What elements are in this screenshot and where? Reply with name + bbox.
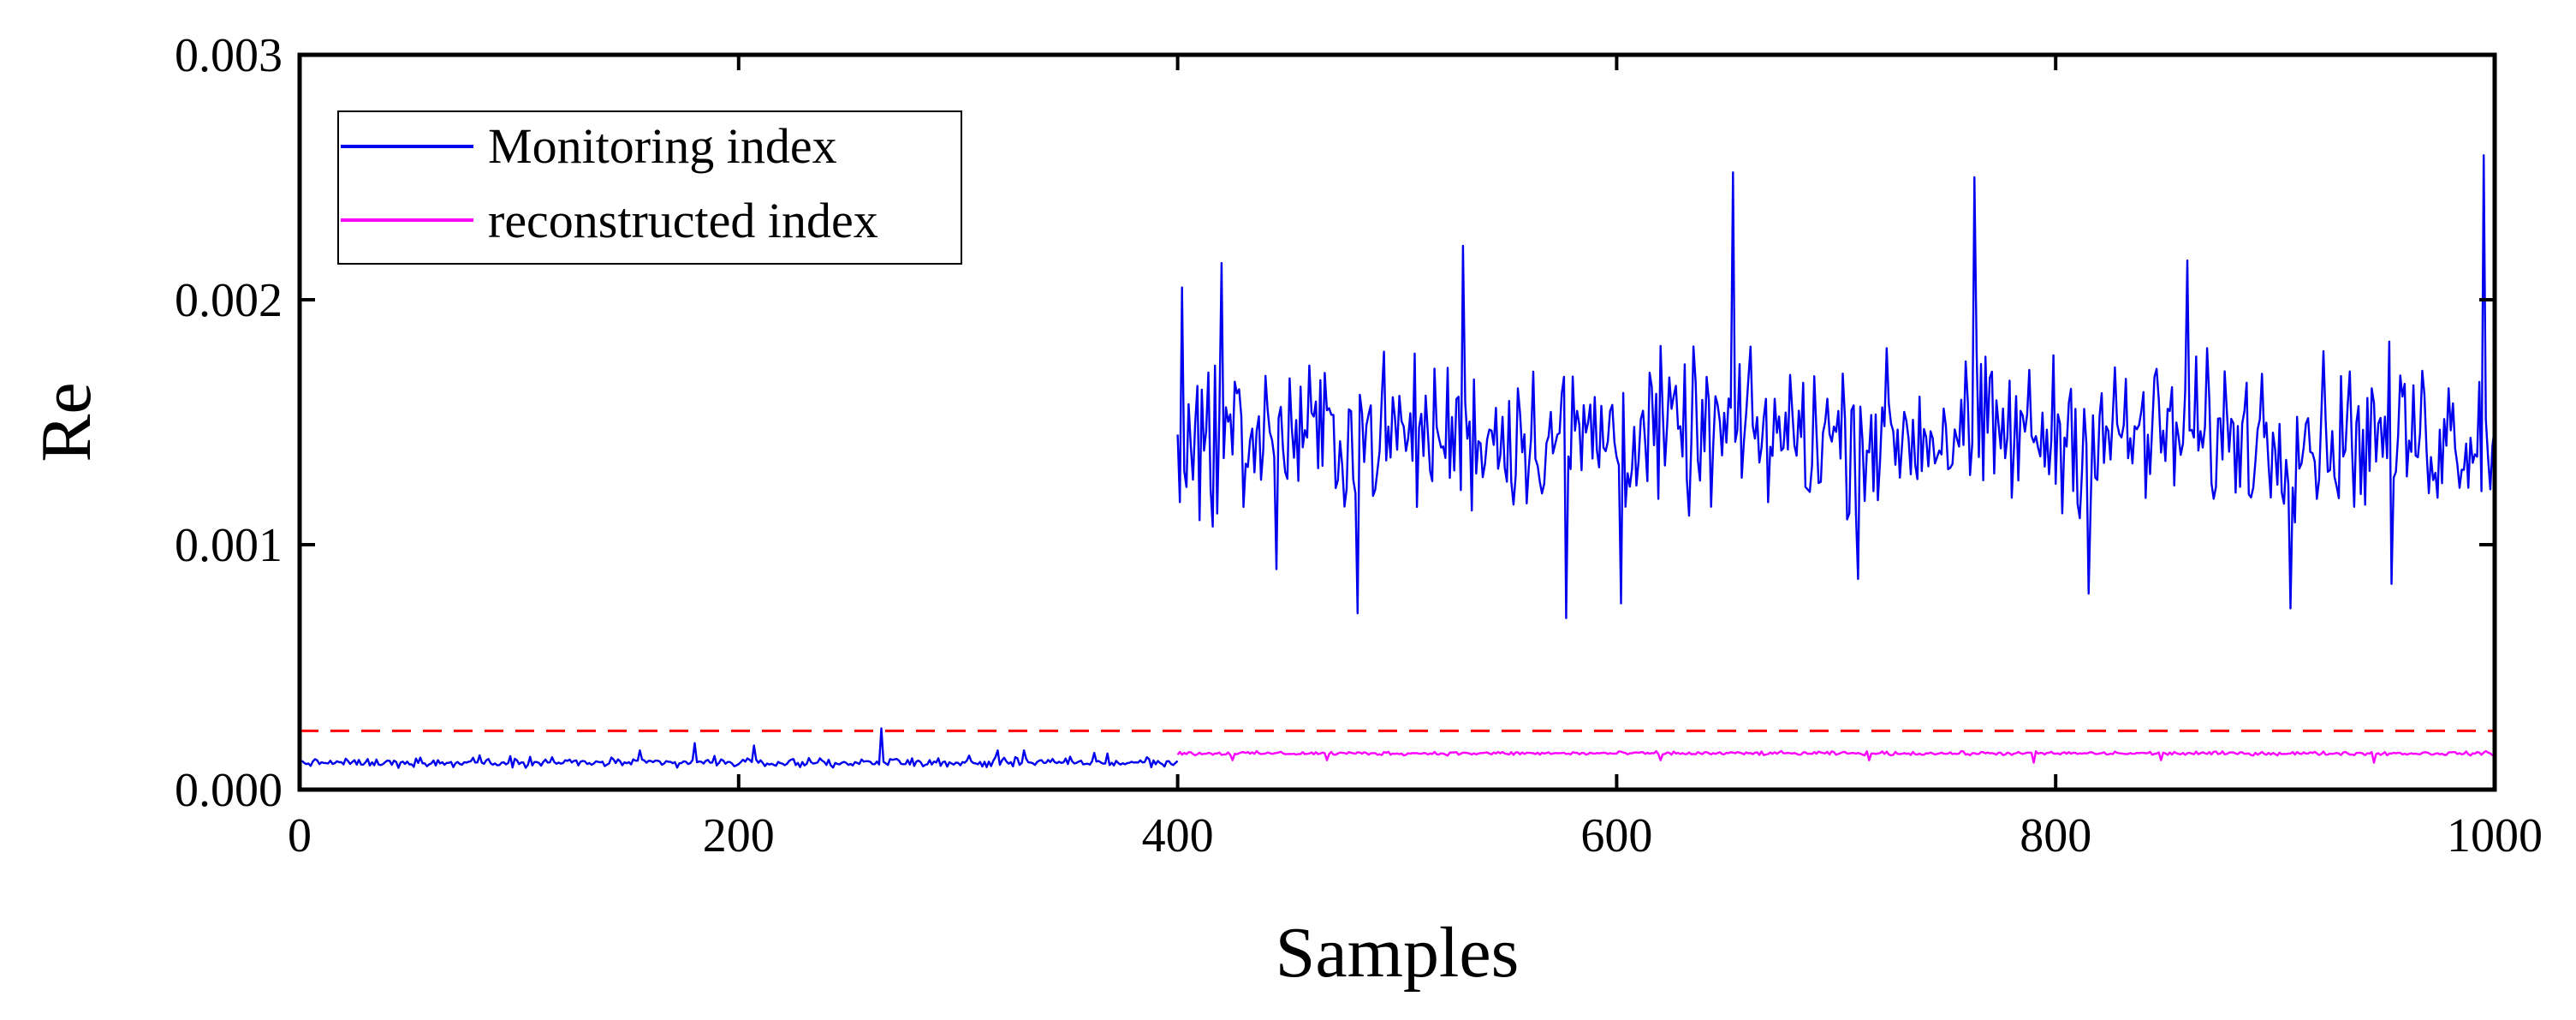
x-tick-label: 800 [2020,809,2091,862]
y-axis-title: Re [27,382,106,462]
series-line-monitoring-index [1176,154,2495,619]
plot-frame [297,52,2497,792]
legend-label-reconstructed-index: reconstructed index [488,193,878,248]
x-tick-label: 200 [703,809,775,862]
x-tick-label: 0 [288,809,312,862]
legend-box [337,110,962,265]
x-tick-label: 400 [1142,809,1214,862]
legend: Monitoring index reconstructed index [337,110,962,265]
y-tick-label: 0.000 [175,764,283,817]
series-layer [300,154,2495,769]
y-tick-label: 0.003 [175,29,283,82]
y-tick-label: 0.002 [175,274,283,327]
x-tick-label: 600 [1580,809,1652,862]
series-line-monitoring-index [300,727,1179,769]
y-tick-label: 0.001 [175,519,283,572]
x-tick-label: 1000 [2447,809,2543,862]
series-line-reconstructed-index [1176,749,2495,764]
plot-area [300,154,2495,769]
y-axis: 0.000 0.001 0.002 0.003 [175,29,2495,817]
legend-label-monitoring-index: Monitoring index [488,118,837,174]
x-axis-title: Samples [1276,913,1520,993]
x-axis: 0 200 400 600 800 1000 [288,55,2543,862]
